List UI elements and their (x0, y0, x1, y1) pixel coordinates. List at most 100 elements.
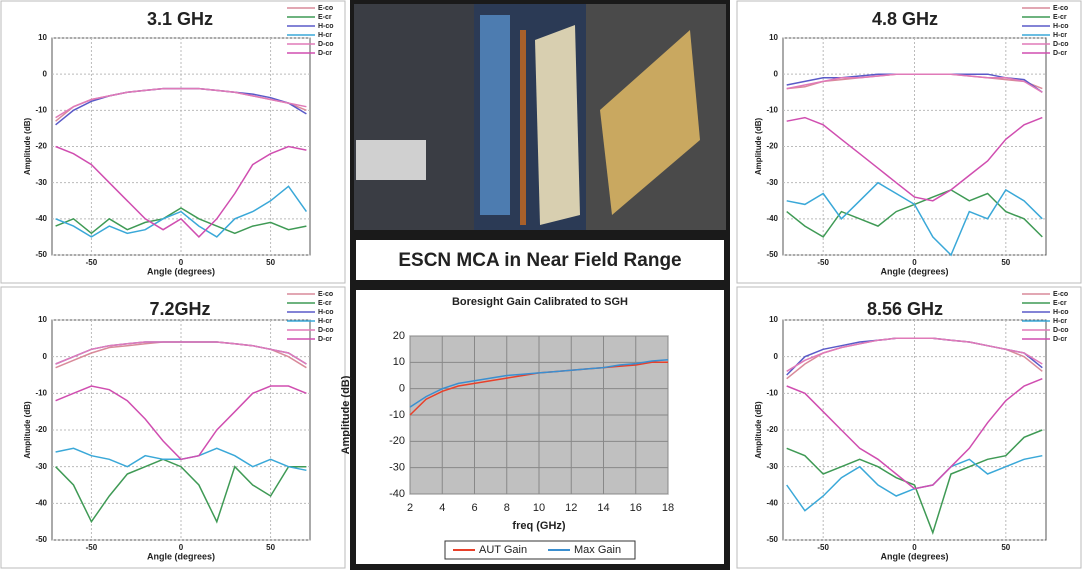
legend-label: E-co (1053, 291, 1068, 298)
x-tick-label: 2 (407, 502, 413, 514)
y-tick-label: -10 (766, 388, 778, 397)
legend-label: H-cr (318, 32, 332, 39)
y-tick-label: -10 (766, 105, 778, 114)
y-tick-label: -20 (35, 425, 47, 434)
legend-label: D-cr (1053, 50, 1067, 57)
x-tick-label: 10 (533, 502, 545, 514)
y-tick-label: 0 (774, 352, 779, 361)
x-tick-label: 50 (1001, 543, 1010, 552)
probe (356, 140, 426, 180)
x-tick-label: -50 (86, 258, 98, 267)
legend-label: E-cr (1053, 300, 1067, 307)
y-tick-label: -40 (35, 214, 47, 223)
figure: ESCN MCA in Near Field Range 3.1 GHz -50 -… (0, 0, 1083, 570)
y-tick-label: -30 (389, 462, 405, 474)
y-tick-label: -30 (766, 462, 778, 471)
y-tick-label: 10 (393, 356, 405, 368)
y-tick-label: -20 (35, 142, 47, 151)
x-tick-label: 14 (597, 502, 609, 514)
legend-label: H-cr (1053, 32, 1067, 39)
y-tick-label: 0 (774, 69, 779, 78)
y-axis-label: Amplitude (dB) (754, 401, 763, 459)
x-axis-label: Angle (degrees) (147, 266, 215, 276)
chart-title: 3.1 GHz (147, 9, 213, 29)
x-tick-label: 4 (439, 502, 445, 514)
photo (350, 0, 730, 234)
x-axis-label: freq (GHz) (512, 520, 566, 532)
legend-label: D-co (1053, 41, 1069, 48)
x-tick-label: 6 (471, 502, 477, 514)
y-tick-label: -50 (766, 250, 778, 259)
chart: 7.2GHz-50-40-30-20-10010-50050Angle (deg… (23, 291, 333, 562)
y-tick-label: -50 (35, 535, 47, 544)
banner-title: ESCN MCA in Near Field Range (398, 250, 681, 271)
y-tick-label: -50 (35, 250, 47, 259)
y-tick-label: -50 (766, 535, 778, 544)
legend-label: D-co (1053, 327, 1069, 334)
x-tick-label: 50 (1001, 258, 1010, 267)
y-tick-label: 0 (43, 352, 48, 361)
x-tick-label: -50 (817, 543, 829, 552)
legend-label: E-co (318, 5, 333, 12)
y-tick-label: -40 (766, 498, 778, 507)
y-axis-label: Amplitude (dB) (23, 118, 32, 176)
x-tick-label: 16 (630, 502, 642, 514)
legend-label: E-co (1053, 5, 1068, 12)
x-tick-label: 8 (504, 502, 510, 514)
legend-label: D-co (318, 41, 334, 48)
feed-rod (520, 30, 526, 225)
legend-label: H-co (318, 23, 334, 30)
y-axis-label: Amplitude (dB) (340, 375, 352, 454)
y-tick-label: -20 (389, 435, 405, 447)
y-tick-label: 20 (393, 330, 405, 342)
x-axis-label: Angle (degrees) (147, 551, 215, 561)
x-tick-label: -50 (86, 543, 98, 552)
x-tick-label: 12 (565, 502, 577, 514)
y-tick-label: -40 (766, 214, 778, 223)
legend-label: D-cr (318, 50, 332, 57)
chart-title: 4.8 GHz (872, 9, 938, 29)
legend-label: E-cr (318, 300, 332, 307)
absorber (354, 4, 474, 230)
y-tick-label: -10 (389, 409, 405, 421)
legend-label: H-co (1053, 309, 1069, 316)
y-tick-label: 0 (43, 69, 48, 78)
x-tick-label: 50 (266, 543, 275, 552)
legend-label: AUT Gain (479, 544, 527, 556)
y-tick-label: -10 (35, 388, 47, 397)
legend-label: E-cr (1053, 14, 1067, 21)
x-axis-label: Angle (degrees) (880, 551, 948, 561)
array-element (535, 25, 580, 225)
y-tick-label: -30 (35, 178, 47, 187)
chart-title: 7.2GHz (149, 299, 210, 319)
y-tick-label: -40 (35, 498, 47, 507)
y-tick-label: -20 (766, 425, 778, 434)
legend-label: E-co (318, 291, 333, 298)
legend-label: E-cr (318, 14, 332, 21)
y-tick-label: 10 (769, 33, 778, 42)
y-tick-label: -10 (35, 105, 47, 114)
x-tick-label: 50 (266, 258, 275, 267)
x-axis-label: Angle (degrees) (880, 266, 948, 276)
y-tick-label: -40 (389, 488, 405, 500)
y-tick-label: 10 (769, 315, 778, 324)
antenna-mount (480, 15, 510, 215)
legend-label: D-cr (1053, 336, 1067, 343)
y-tick-label: -20 (766, 142, 778, 151)
x-tick-label: 18 (662, 502, 674, 514)
y-tick-label: 10 (38, 33, 47, 42)
legend-label: Max Gain (574, 544, 621, 556)
legend-label: D-cr (318, 336, 332, 343)
y-tick-label: -30 (35, 462, 47, 471)
y-tick-label: 0 (399, 383, 405, 395)
y-axis-label: Amplitude (dB) (754, 118, 763, 176)
chart-title: 8.56 GHz (867, 299, 943, 319)
chart-title: Boresight Gain Calibrated to SGH (452, 296, 628, 308)
legend-label: D-co (318, 327, 334, 334)
legend-label: H-co (1053, 23, 1069, 30)
y-tick-label: 10 (38, 315, 47, 324)
y-tick-label: -30 (766, 178, 778, 187)
